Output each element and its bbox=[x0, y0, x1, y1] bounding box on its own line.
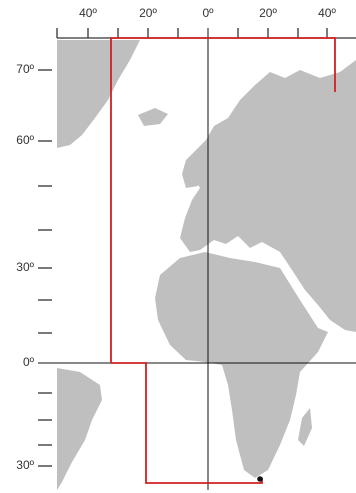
africa bbox=[155, 252, 328, 478]
madagascar bbox=[298, 408, 312, 446]
point bbox=[257, 476, 263, 482]
top-ticks bbox=[56, 28, 328, 38]
y-label: 70º bbox=[16, 62, 34, 76]
y-labels: 70º 60º 30º 0º 30º bbox=[16, 62, 34, 472]
greenland bbox=[57, 40, 140, 148]
y-label: 60º bbox=[16, 133, 34, 147]
x-label: 20º bbox=[259, 6, 277, 20]
iceland bbox=[138, 108, 168, 126]
x-label: 40º bbox=[79, 6, 97, 20]
x-label: 0º bbox=[202, 6, 214, 20]
left-ticks bbox=[38, 69, 52, 467]
south-america bbox=[57, 368, 102, 490]
eurasia bbox=[180, 60, 356, 332]
y-label: 30º bbox=[16, 260, 34, 274]
x-label: 40º bbox=[318, 6, 336, 20]
y-label: 0º bbox=[23, 355, 35, 369]
scandinavia bbox=[228, 88, 278, 160]
y-label: 30º bbox=[16, 458, 34, 472]
x-label: 20º bbox=[139, 6, 157, 20]
boundary bbox=[110, 37, 336, 484]
britain bbox=[182, 150, 202, 188]
x-labels: 40º 20º 0º 20º 40º bbox=[79, 6, 336, 20]
land bbox=[57, 40, 356, 490]
